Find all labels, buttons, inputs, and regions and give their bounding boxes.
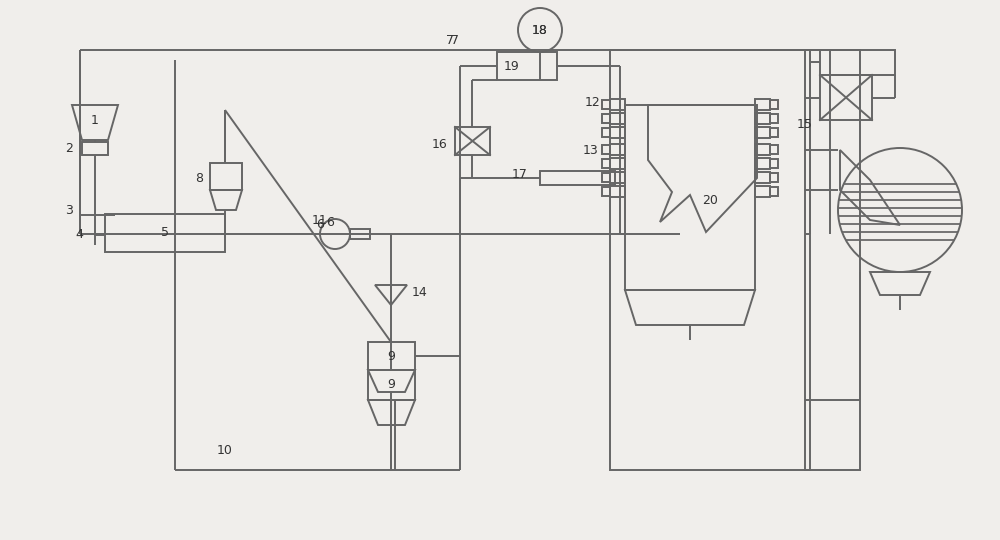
Bar: [755, 144, 770, 155]
Bar: [368, 370, 415, 400]
Text: 12: 12: [584, 96, 600, 109]
Bar: [602, 159, 610, 168]
Text: 16: 16: [431, 138, 447, 152]
Bar: [805, 50, 860, 470]
Bar: [610, 144, 625, 155]
Bar: [540, 171, 615, 185]
Text: 13: 13: [582, 144, 598, 157]
Text: 18: 18: [532, 24, 548, 37]
Text: 14: 14: [412, 286, 428, 299]
Bar: [820, 50, 895, 75]
Bar: [755, 158, 770, 169]
Bar: [770, 173, 778, 182]
Text: 18: 18: [532, 24, 548, 37]
Bar: [610, 186, 625, 197]
Text: 6: 6: [326, 217, 334, 230]
Bar: [368, 342, 415, 370]
Text: 4: 4: [75, 228, 83, 241]
Text: 2: 2: [65, 143, 73, 156]
Bar: [602, 114, 610, 123]
Text: 10: 10: [217, 443, 233, 456]
Bar: [602, 128, 610, 137]
Bar: [602, 173, 610, 182]
Text: 9: 9: [387, 349, 395, 362]
Bar: [625, 105, 755, 290]
Bar: [770, 128, 778, 137]
Bar: [105, 214, 225, 252]
Bar: [770, 145, 778, 154]
Bar: [755, 99, 770, 110]
Bar: [82, 142, 108, 155]
Text: 3: 3: [65, 204, 73, 217]
Bar: [755, 186, 770, 197]
Text: 6: 6: [316, 219, 324, 232]
Bar: [770, 187, 778, 196]
Bar: [610, 172, 625, 183]
Bar: [770, 114, 778, 123]
Bar: [610, 99, 625, 110]
Bar: [755, 172, 770, 183]
Bar: [602, 100, 610, 109]
Text: 19: 19: [504, 59, 520, 72]
Bar: [755, 127, 770, 138]
Bar: [455, 127, 490, 155]
Bar: [610, 113, 625, 124]
Text: 1: 1: [91, 113, 99, 126]
Bar: [350, 229, 370, 239]
Text: 8: 8: [195, 172, 203, 185]
Text: 7: 7: [446, 35, 454, 48]
Text: 5: 5: [161, 226, 169, 240]
Bar: [770, 100, 778, 109]
Bar: [210, 163, 242, 190]
Bar: [602, 145, 610, 154]
Text: 15: 15: [797, 118, 813, 132]
Bar: [610, 158, 625, 169]
Bar: [602, 187, 610, 196]
Bar: [610, 50, 810, 470]
Text: 17: 17: [512, 167, 528, 180]
Bar: [497, 52, 557, 80]
Bar: [755, 113, 770, 124]
Text: 11: 11: [312, 213, 328, 226]
Text: 20: 20: [702, 193, 718, 206]
Bar: [770, 159, 778, 168]
Bar: [820, 75, 872, 120]
Text: 9: 9: [387, 379, 395, 392]
Bar: [610, 127, 625, 138]
Text: 7: 7: [451, 35, 459, 48]
